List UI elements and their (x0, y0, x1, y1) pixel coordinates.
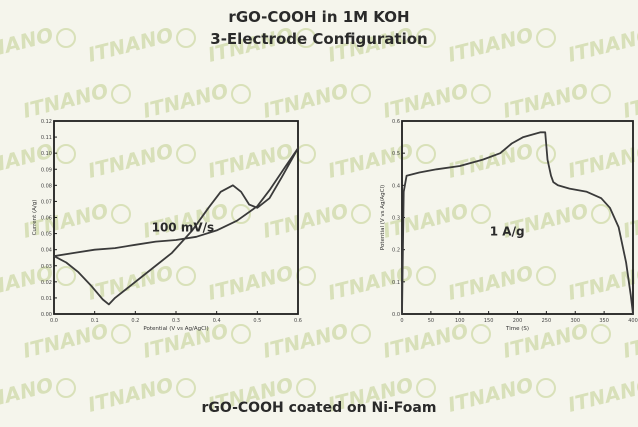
y-tick-label: 0.10 (41, 151, 52, 157)
watermark-logo-icon (56, 266, 76, 286)
watermark-logo-icon (231, 324, 251, 344)
x-tick-label: 0.0 (50, 318, 58, 324)
figure-caption: rGO-COOH coated on Ni-Foam (201, 400, 437, 416)
y-axis-label: Potential (V vs Ag/AgCl) (380, 185, 386, 250)
y-tick-label: 0.06 (41, 216, 52, 222)
x-tick-label: 400 (628, 318, 638, 324)
y-tick-label: 0.07 (41, 199, 52, 205)
watermark-logo-icon (111, 324, 131, 344)
watermark-logo-icon (296, 28, 316, 48)
y-tick-label: 0.08 (41, 183, 52, 189)
y-tick-label: 0.12 (41, 119, 52, 125)
chart-title: rGO-COOH in 1M KOH (228, 8, 410, 26)
y-tick-label: 0.02 (41, 280, 52, 286)
watermark-logo-icon (536, 266, 556, 286)
watermark-logo-icon (591, 204, 611, 224)
x-axis-label: Potential (V vs Ag/AgCl) (143, 326, 208, 332)
y-tick-label: 0.6 (392, 119, 400, 125)
y-tick-label: 0.09 (41, 167, 52, 173)
x-tick-label: 0.4 (213, 318, 221, 324)
x-tick-label: 0.2 (131, 318, 139, 324)
y-tick-label: 0.3 (392, 216, 400, 222)
watermark-logo-icon (416, 28, 436, 48)
watermark-logo-icon (471, 324, 491, 344)
x-tick-label: 300 (570, 318, 580, 324)
watermark-logo-icon (536, 28, 556, 48)
x-tick-label: 100 (455, 318, 465, 324)
watermark-logo-icon (351, 324, 371, 344)
y-tick-label: 0.05 (41, 232, 52, 238)
chart-annotation: 100 mV/s (152, 221, 215, 235)
y-tick-label: 0.01 (41, 296, 52, 302)
watermark-logo-icon (471, 84, 491, 104)
y-tick-label: 0.4 (392, 183, 400, 189)
watermark-logo-icon (351, 84, 371, 104)
y-tick-label: 0.11 (41, 135, 52, 141)
watermark-logo-icon (351, 204, 371, 224)
chart-1: 0.0 0.1 0.2 0.3 0.4 0.5 0.6 0.00 0.01 0.02 0.03 0.0… (32, 119, 302, 332)
watermark-logo-icon (591, 84, 611, 104)
y-tick-label: 0.2 (392, 248, 400, 254)
y-tick-label: 0.0 (392, 312, 400, 318)
x-tick-label: 350 (599, 318, 609, 324)
y-tick-label: 0.1 (392, 280, 400, 286)
series-line-1 (53, 147, 299, 306)
watermark-logo-icon (416, 144, 436, 164)
x-tick-label: 150 (484, 318, 494, 324)
plot-frame (401, 120, 634, 315)
watermark-logo-icon (416, 266, 436, 286)
watermark-logo-icon (176, 266, 196, 286)
x-tick-label: 0.6 (294, 318, 302, 324)
series-line-1 (401, 131, 634, 315)
x-tick-label: 250 (542, 318, 552, 324)
watermark-logo-icon (231, 84, 251, 104)
x-tick-label: 200 (513, 318, 523, 324)
watermark-logo-icon (296, 266, 316, 286)
y-tick-label: 0.03 (41, 264, 52, 270)
y-tick-label: 0.00 (41, 312, 52, 318)
y-axis-label: Current (A/g) (32, 200, 38, 236)
x-tick-label: 0.1 (91, 318, 99, 324)
x-tick-label: 0.5 (253, 318, 261, 324)
watermark-logo-icon (416, 378, 436, 398)
x-axis-label: Time (S) (505, 326, 529, 332)
watermark-logo-icon (111, 84, 131, 104)
watermark-logo-icon (176, 378, 196, 398)
watermark-logo-icon (56, 378, 76, 398)
chart-2: 0 50 100 150 200 250 300 350 400 0.0 0.1 0.2 0.3 0.4 0… (380, 119, 638, 332)
watermark-logo-icon (296, 144, 316, 164)
watermark-logo-icon (536, 378, 556, 398)
y-tick-label: 0.04 (41, 248, 52, 254)
x-tick-label: 50 (428, 318, 434, 324)
watermark-logo-icon (176, 144, 196, 164)
chart-subtitle: 3-Electrode Configuration (210, 30, 428, 48)
watermark-logo-icon (56, 28, 76, 48)
watermark-logo-icon (176, 28, 196, 48)
y-tick-label: 0.5 (392, 151, 400, 157)
x-tick-label: 0 (400, 318, 403, 324)
watermark-logo-icon (591, 324, 611, 344)
watermark-logo-icon (231, 204, 251, 224)
x-tick-label: 0.3 (172, 318, 180, 324)
watermark-logo-icon (296, 378, 316, 398)
chart-annotation: 1 A/g (490, 225, 525, 239)
watermark-logo-icon (471, 204, 491, 224)
watermark-logo-icon (111, 204, 131, 224)
watermark-logo-icon (56, 144, 76, 164)
